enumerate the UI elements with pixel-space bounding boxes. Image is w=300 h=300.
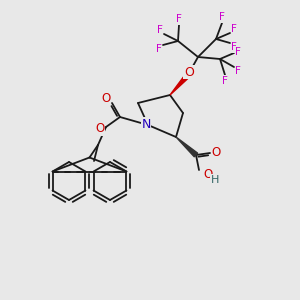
Text: F: F [235, 66, 241, 76]
Text: F: F [219, 12, 225, 22]
Text: F: F [231, 42, 237, 52]
Text: F: F [235, 47, 241, 57]
Text: N: N [141, 118, 151, 130]
Text: F: F [222, 76, 228, 86]
Text: F: F [176, 14, 182, 24]
Polygon shape [176, 137, 198, 157]
Text: O: O [184, 65, 194, 79]
Text: F: F [231, 24, 237, 34]
Text: H: H [211, 175, 219, 185]
Text: F: F [156, 44, 162, 54]
Text: F: F [157, 25, 163, 35]
Text: O: O [95, 122, 105, 136]
Text: O: O [203, 167, 213, 181]
Text: O: O [101, 92, 111, 104]
Text: O: O [212, 146, 220, 158]
Polygon shape [170, 73, 190, 95]
